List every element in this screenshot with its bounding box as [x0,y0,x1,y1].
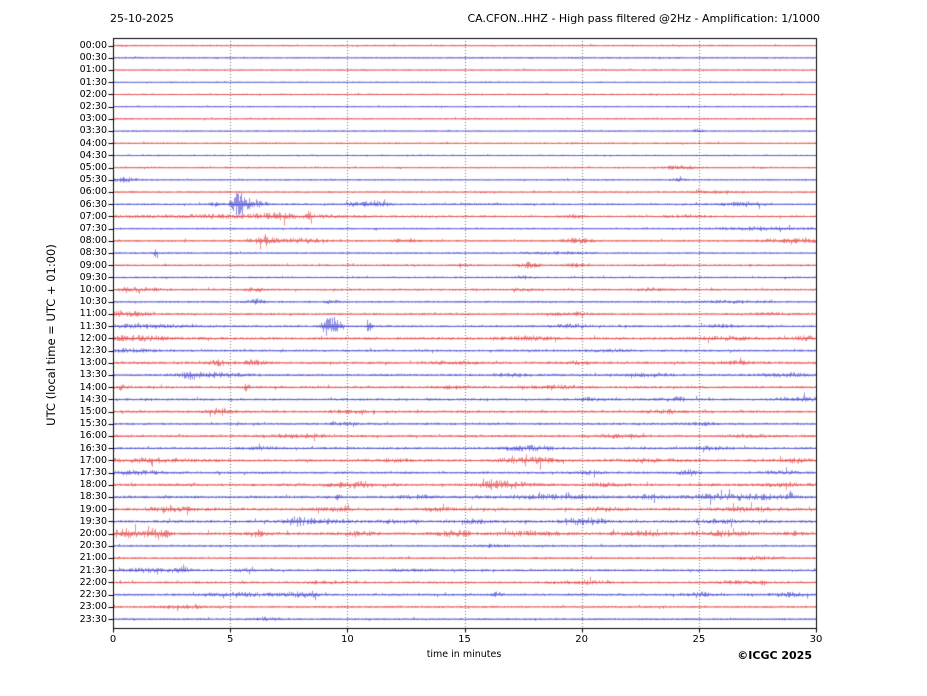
y-tick-label: 04:00 [79,137,107,149]
y-tick-label: 18:30 [79,491,107,503]
y-tick-label: 06:00 [79,186,107,198]
x-tick-label: 20 [575,634,589,645]
y-tick-label: 18:00 [79,479,107,491]
y-tick-label: 14:00 [79,381,107,393]
y-tick-label: 21:30 [79,564,107,576]
y-tick-label: 09:00 [79,259,107,271]
y-tick-label: 17:00 [79,454,107,466]
y-tick-label: 22:00 [79,576,107,588]
y-tick-label: 02:00 [79,88,107,100]
y-tick-label: 12:00 [79,332,107,344]
y-tick-label: 19:30 [79,515,107,527]
x-tick-label: 10 [340,634,354,645]
y-tick-label: 03:30 [79,125,107,137]
y-tick-label: 02:30 [79,101,107,112]
y-tick-label: 10:00 [79,284,107,296]
x-tick-label: 15 [458,634,471,645]
y-tick-label: 15:30 [79,418,107,430]
y-tick-label: 07:30 [79,223,107,235]
y-tick-label: 04:30 [79,149,107,161]
y-tick-label: 00:30 [79,52,107,64]
y-tick-label: 13:00 [79,357,107,369]
y-tick-label: 08:30 [79,247,107,259]
y-tick-label: 14:30 [79,393,107,405]
y-tick-label: 20:00 [79,528,107,540]
y-tick-label: 03:00 [79,113,107,125]
y-tick-label: 05:00 [79,162,107,174]
y-tick-label: 01:30 [79,76,107,88]
x-tick-label: 5 [226,634,234,645]
y-tick-label: 21:00 [79,552,107,564]
y-tick-label: 05:30 [79,174,107,186]
plot-date: 25-10-2025 [110,12,174,25]
y-tick-label: 15:00 [79,406,107,418]
y-tick-label: 09:30 [79,271,107,283]
x-tick-label: 0 [109,634,117,645]
y-tick-label: 23:30 [79,613,107,625]
copyright-text: ©ICGC 2025 [737,649,812,662]
y-tick-label: 00:00 [79,40,107,51]
y-tick-label: 16:00 [79,430,107,442]
x-tick-label: 25 [692,634,706,645]
y-tick-label: 12:30 [79,345,107,357]
y-tick-label: 07:00 [79,210,107,222]
y-tick-label: 13:30 [79,369,107,381]
y-tick-label: 06:30 [79,198,107,210]
y-tick-label: 01:00 [79,64,107,76]
y-tick-label: 19:00 [79,503,107,515]
y-tick-label: 17:30 [79,467,107,479]
x-tick-label: 30 [809,634,823,645]
y-tick-label: 11:30 [79,320,107,332]
y-tick-label: 23:00 [79,601,107,613]
y-tick-label: 08:00 [79,235,107,247]
x-axis-label: time in minutes [426,649,502,660]
y-tick-label: 16:30 [79,442,107,454]
y-tick-label: 22:30 [79,589,107,601]
y-tick-label: 20:30 [79,540,107,552]
y-tick-label: 11:00 [79,308,107,320]
plot-title: CA.CFON..HHZ - High pass filtered @2Hz -… [467,12,820,25]
y-tick-label: 10:30 [79,296,107,308]
